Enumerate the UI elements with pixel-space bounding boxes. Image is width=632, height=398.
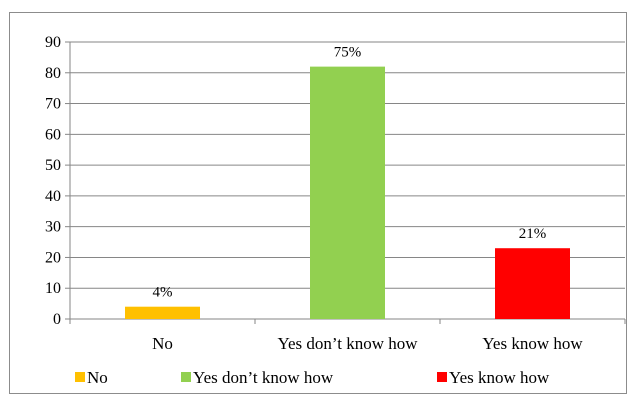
legend-label: Yes know how: [449, 368, 550, 387]
y-tick-label: 60: [45, 126, 61, 143]
legend-label: No: [87, 368, 108, 387]
x-tick-label: No: [152, 334, 173, 353]
data-label: 21%: [519, 226, 547, 242]
bar: [125, 306, 200, 319]
y-tick-label: 70: [45, 96, 61, 113]
data-label: 75%: [334, 45, 362, 61]
legend-label: Yes don’t know how: [193, 368, 334, 387]
y-tick-label: 90: [45, 34, 61, 51]
y-tick-label: 0: [53, 311, 61, 328]
y-tick-label: 50: [45, 157, 61, 174]
x-tick-label: Yes know how: [482, 334, 583, 353]
y-tick-label: 20: [45, 249, 61, 266]
y-tick-label: 30: [45, 219, 61, 236]
bar: [310, 66, 385, 319]
y-tick-label: 10: [45, 280, 61, 297]
legend-swatch: [75, 372, 85, 382]
y-tick-label: 40: [45, 188, 61, 205]
x-tick-label: Yes don’t know how: [277, 334, 418, 353]
legend: No Yes don’t know how Yes know how: [75, 368, 550, 387]
bars: [125, 66, 570, 319]
legend-swatch: [181, 372, 191, 382]
data-label: 4%: [153, 285, 173, 301]
bar: [495, 248, 570, 319]
labels: 0 10 20 30 40 50 60 70 80 90 4% No 75% Yes don’t know…: [45, 34, 583, 353]
legend-swatch: [437, 372, 447, 382]
y-tick-label: 80: [45, 65, 61, 82]
